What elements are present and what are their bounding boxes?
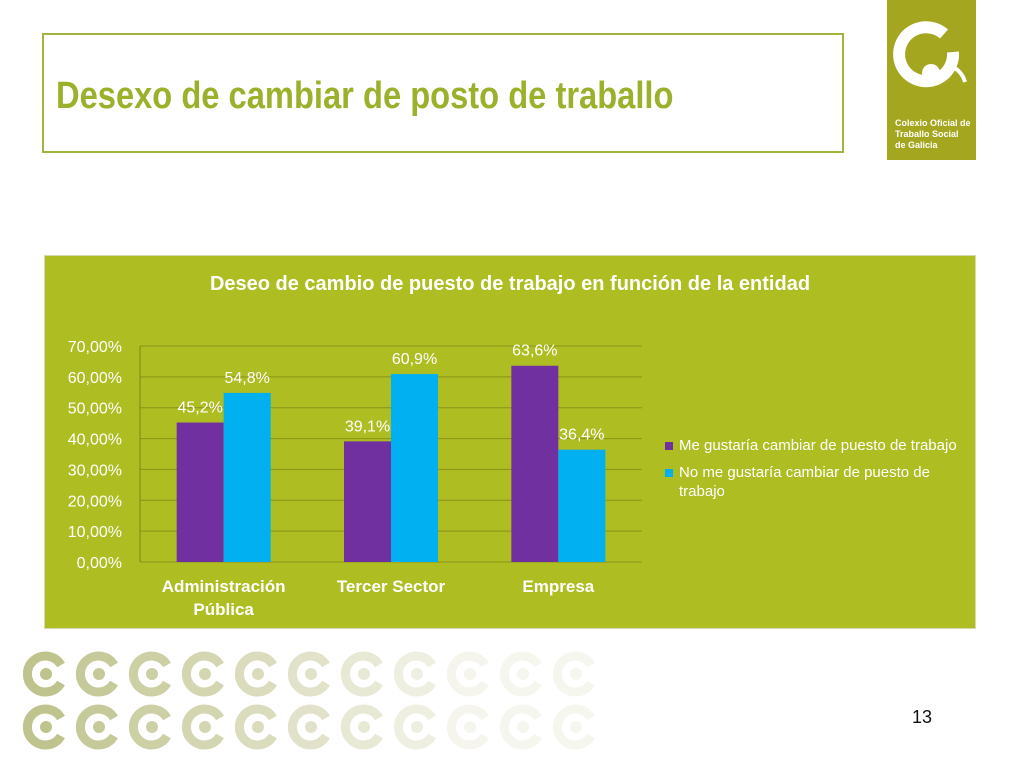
logo-mark-icon [75,704,118,750]
data-label: 60,9% [392,351,437,368]
logo-mark-icon [552,704,595,750]
legend-label: No me gustaría cambiar de puesto de trab… [679,464,930,500]
x-tick-label: Empresa [522,577,594,596]
logo-mark-icon [181,704,224,750]
y-tick-label: 40,00% [68,432,122,449]
legend-swatch [665,442,673,450]
logo-mark-icon [393,651,436,697]
title-box: Desexo de cambiar de posto de traballo [42,33,844,153]
legend-swatch [665,469,673,477]
y-tick-label: 50,00% [68,401,122,418]
bar [511,365,559,562]
bar-chart: 0,00% 10,00% 20,00% 30,00% 40,00% 50,00% 60,00… [68,339,642,619]
logo-mark-icon [75,651,118,697]
logo-mark-icon [234,704,277,750]
y-tick-label: 10,00% [68,524,122,541]
logo-mark-icon [340,651,383,697]
decorative-logo-pattern [22,651,595,750]
bar [223,392,271,562]
chart-title: Deseo de cambio de puesto de trabajo en … [209,273,811,295]
legend-label: Me gustaría cambiar de puesto de trabajo [679,437,957,454]
logo-mark-icon [552,651,595,697]
y-tick-label: 30,00% [68,462,122,479]
legend-item: No me gustaría cambiar de puesto de trab… [665,463,965,501]
logo-mark-icon [499,651,542,697]
logo-mark-icon [393,704,436,750]
logo-mark-icon [22,651,65,697]
bar [344,441,391,562]
y-tick-label: 60,00% [68,370,122,387]
logo-mark-icon [128,704,171,750]
logo-text: Colexio Oficial de Traballo Social de Ga… [895,118,975,151]
logo-mark-icon [287,651,330,697]
logo-mark-icon [499,704,542,750]
data-label: 63,6% [512,343,557,360]
logo-mark-icon [22,704,65,750]
logo-line: de Galicia [895,140,938,150]
page-number: 13 [912,707,933,727]
logo: Colexio Oficial de Traballo Social de Ga… [887,0,976,160]
bar [176,422,224,562]
data-label: 54,8% [224,370,269,387]
data-label: 39,1% [345,418,390,435]
bar [558,449,606,562]
data-label: 45,2% [177,400,222,417]
data-label: 36,4% [559,427,604,444]
logo-mark-icon [128,651,171,697]
logo-mark-icon [340,704,383,750]
slide-title: Desexo de cambiar de posto de traballo [56,75,674,117]
x-tick-label: Administración [162,577,286,596]
logo-mark-icon [181,651,224,697]
legend-item: Me gustaría cambiar de puesto de trabajo [665,436,965,455]
chart-panel: Deseo de cambio de puesto de trabajo en … [44,255,976,629]
logo-mark-icon [234,651,277,697]
chart-legend: Me gustaría cambiar de puesto de trabajo… [665,436,965,509]
x-tick-label: Pública [193,600,254,619]
logo-mark-icon [446,704,489,750]
y-tick-label: 20,00% [68,493,122,510]
logo-icon [893,21,967,88]
logo-mark-icon [287,704,330,750]
x-tick-label: Tercer Sector [337,577,446,596]
y-tick-label: 70,00% [68,339,122,356]
logo-mark-icon [446,651,489,697]
logo-line: Traballo Social [895,129,959,139]
bar [391,374,438,562]
y-tick-label: 0,00% [77,555,122,572]
logo-line: Colexio Oficial de [895,118,971,128]
